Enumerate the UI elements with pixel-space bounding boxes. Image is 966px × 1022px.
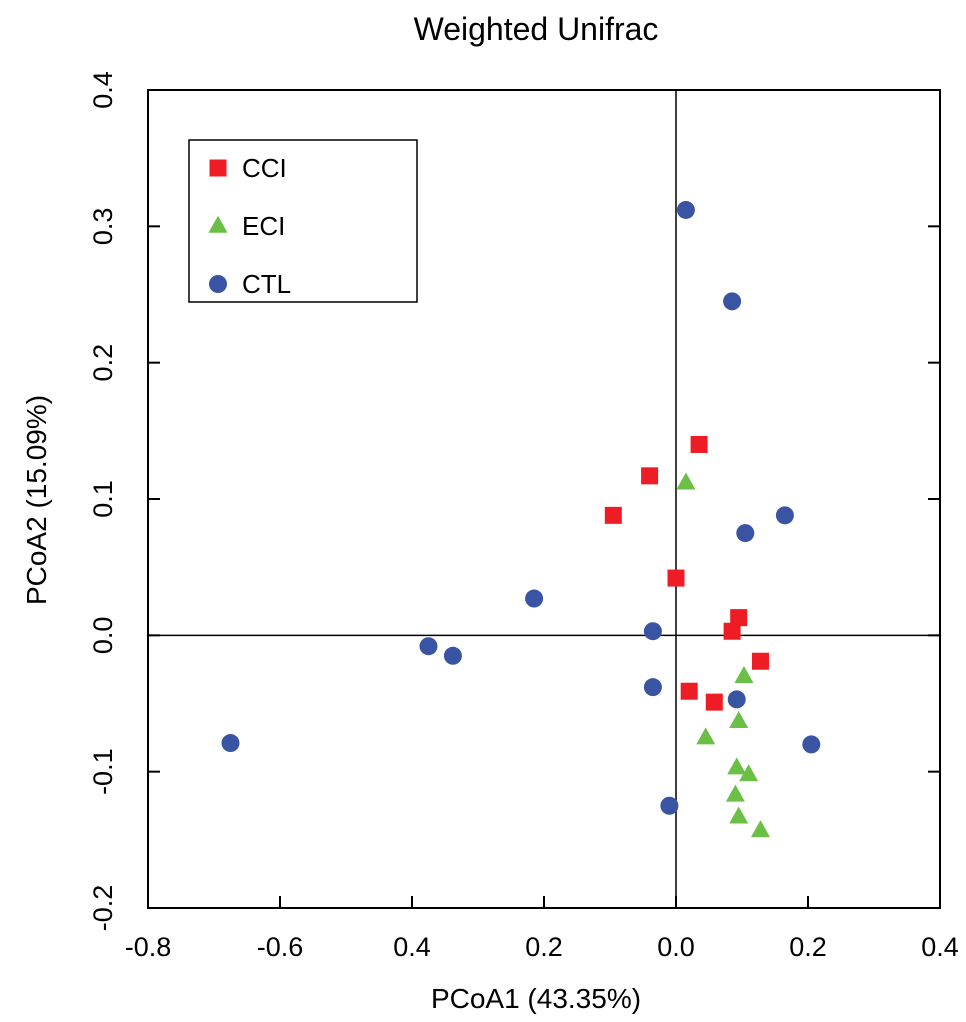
point-ctl — [643, 622, 662, 641]
point-eci — [729, 711, 749, 729]
y-tick-label: 0.0 — [88, 617, 118, 655]
point-ctl — [525, 589, 544, 608]
point-eci — [676, 472, 696, 490]
series-ctl — [221, 200, 821, 815]
point-cci — [730, 609, 748, 627]
x-tick-label: 0.4 — [921, 932, 959, 962]
point-ctl — [775, 506, 794, 525]
point-cci — [680, 682, 698, 700]
y-tick-label: -0.2 — [88, 885, 118, 932]
legend: CCI ECI CTL — [188, 139, 418, 303]
reference-lines — [148, 90, 940, 908]
chart-title: Weighted Unifrac — [414, 11, 659, 47]
point-cci — [667, 569, 685, 587]
point-eci — [739, 764, 759, 782]
series-eci — [676, 472, 770, 838]
legend-marker-eci — [208, 215, 228, 233]
y-tick-label: 0.1 — [88, 480, 118, 518]
legend-label-cci: CCI — [242, 153, 287, 183]
point-ctl — [736, 524, 755, 543]
y-tick-label: 0.2 — [88, 344, 118, 382]
point-ctl — [660, 796, 679, 815]
y-tick-label: -0.1 — [88, 748, 118, 795]
data-points — [221, 200, 821, 838]
x-tick-label: 0.2 — [789, 932, 827, 962]
point-ctl — [802, 735, 821, 754]
legend-box — [188, 139, 418, 303]
x-tick-label: 0.4 — [393, 932, 431, 962]
legend-marker-ctl — [209, 275, 227, 293]
point-eci — [750, 820, 770, 838]
x-tick-label: 0.2 — [525, 932, 563, 962]
y-axis-title: PCoA2 (15.09%) — [21, 395, 52, 605]
point-cci — [604, 506, 622, 524]
point-cci — [751, 652, 769, 670]
point-cci — [723, 622, 741, 640]
legend-marker-cci — [209, 159, 227, 177]
x-tick-label: 0.0 — [657, 932, 695, 962]
y-tick-label: 0.4 — [88, 71, 118, 109]
point-eci — [696, 727, 716, 745]
point-ctl — [727, 690, 746, 709]
legend-label-ctl: CTL — [242, 269, 291, 299]
point-ctl — [643, 678, 662, 697]
y-axis: -0.2 -0.1 0.0 0.1 0.2 0.3 0.4 — [88, 71, 940, 931]
point-cci — [641, 467, 659, 485]
point-eci — [725, 784, 745, 802]
point-eci — [734, 666, 754, 684]
point-ctl — [443, 646, 462, 665]
point-ctl — [676, 200, 695, 219]
point-ctl — [221, 734, 240, 753]
x-axis: -0.8 -0.6 0.4 0.2 0.0 0.2 0.4 — [125, 896, 959, 962]
point-cci — [690, 435, 708, 453]
legend-label-eci: ECI — [242, 211, 285, 241]
x-tick-label: -0.8 — [125, 932, 172, 962]
point-ctl — [723, 292, 742, 311]
y-tick-label: 0.3 — [88, 208, 118, 246]
series-cci — [604, 435, 769, 711]
x-axis-title: PCoA1 (43.35%) — [431, 983, 641, 1014]
point-eci — [727, 757, 747, 775]
point-ctl — [419, 637, 438, 656]
point-eci — [729, 806, 749, 824]
point-cci — [705, 693, 723, 711]
x-tick-label: -0.6 — [257, 932, 304, 962]
